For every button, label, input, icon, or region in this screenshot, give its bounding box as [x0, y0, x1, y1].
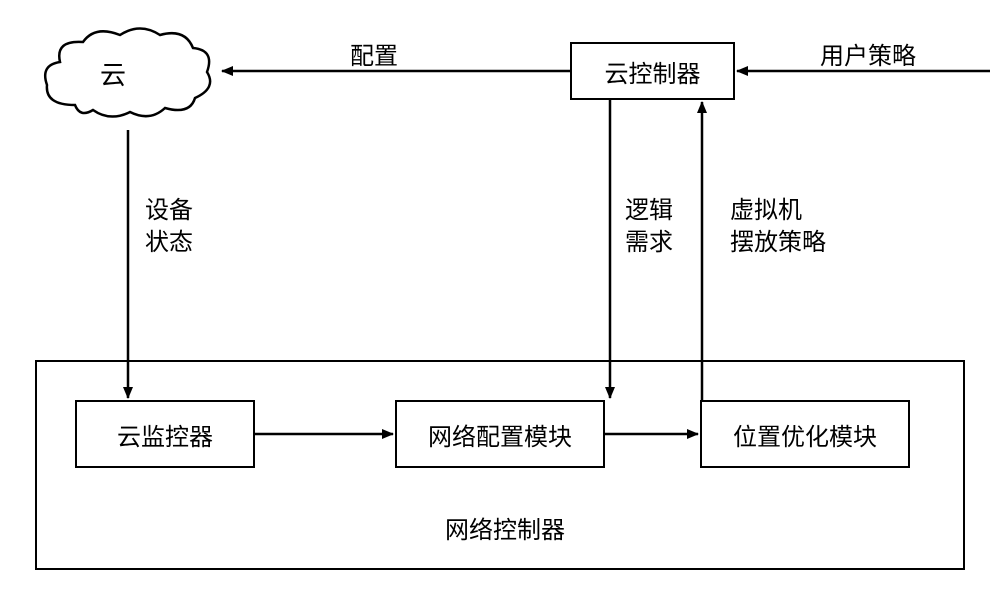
pos-optimize-label: 位置优化模块 — [733, 417, 877, 452]
cloud-controller-box: 云控制器 — [570, 42, 735, 100]
network-controller-caption: 网络控制器 — [445, 510, 565, 545]
cloud-label: 云 — [100, 55, 126, 92]
cloud-node — [35, 20, 220, 130]
user-policy-label: 用户策略 — [820, 36, 916, 71]
architecture-diagram: 云 云控制器 云监控器 网络配置模块 位置优化模块 网络控制器 配置 用户策略 … — [0, 0, 1000, 616]
pos-optimize-box: 位置优化模块 — [700, 400, 910, 468]
cloud-monitor-box: 云监控器 — [75, 400, 255, 468]
device-status-l2: 状态 — [145, 222, 193, 257]
cloud-monitor-label: 云监控器 — [117, 417, 213, 452]
vm-policy-l1: 虚拟机 — [730, 190, 802, 225]
net-config-label: 网络配置模块 — [428, 417, 572, 452]
device-status-l1: 设备 — [145, 190, 193, 225]
configure-label: 配置 — [350, 36, 398, 71]
vm-policy-l2: 摆放策略 — [730, 222, 826, 257]
cloud-controller-label: 云控制器 — [605, 54, 701, 89]
logic-req-l2: 需求 — [625, 222, 673, 257]
logic-req-l1: 逻辑 — [625, 190, 673, 225]
net-config-box: 网络配置模块 — [395, 400, 605, 468]
